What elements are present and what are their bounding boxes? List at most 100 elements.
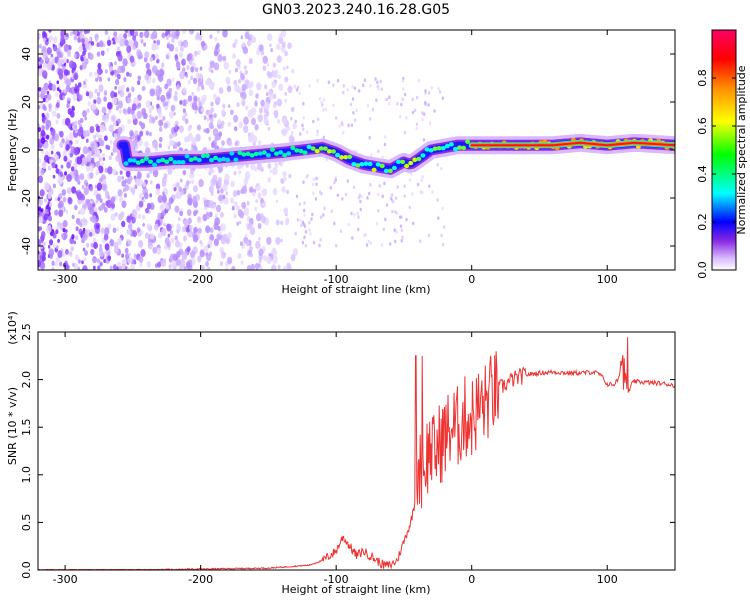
spectrogram-cell [208, 122, 214, 130]
colorbar-tick-label: 0.4 [696, 165, 709, 183]
spectrogram-cell [152, 246, 157, 254]
spectrogram-cell [218, 194, 223, 202]
spectrogram-cell [229, 197, 235, 204]
spectrogram-cell [269, 43, 272, 48]
spectrogram-cell [400, 228, 404, 233]
spectrogram-cell [57, 68, 63, 77]
ridge-spot [457, 145, 463, 150]
ridge-spot [379, 163, 385, 169]
spectrogram-cell [136, 171, 142, 180]
spectrogram-cell [436, 162, 439, 167]
spectrogram-cell [298, 132, 302, 136]
spectrogram-cell [134, 31, 139, 37]
spectrogram-cell [101, 161, 105, 166]
spectrogram-cell [232, 42, 237, 49]
spectrogram-cell [403, 92, 407, 97]
spectrogram-cell [223, 197, 229, 205]
spectrogram-cell [126, 267, 130, 270]
spectrogram-cell [194, 50, 198, 56]
spectrogram-cell [119, 196, 124, 203]
spectrogram-cell [272, 167, 278, 176]
spectrogram-cell [105, 144, 109, 150]
spectrogram-cell [113, 92, 118, 98]
spectrogram-cell [357, 227, 360, 232]
spectrogram-cell [256, 82, 262, 91]
spectrogram-cell [48, 103, 52, 109]
spectrogram-cell [44, 182, 50, 191]
spectrogram-cell [110, 152, 114, 156]
spectrogram-cell [40, 239, 44, 244]
spectrogram-cell [277, 119, 281, 124]
spectrogram-cell [203, 115, 207, 121]
spectrogram-cell [40, 208, 44, 213]
ridge-spot [135, 160, 141, 165]
spectrogram-cell [199, 239, 203, 244]
spectrogram-cell [357, 89, 361, 93]
spectrogram-cell [109, 239, 115, 247]
spectrogram-cell [374, 77, 377, 81]
spectrogram-cell [415, 122, 419, 127]
spectrogram-cell [182, 87, 187, 94]
spectrogram-cell [378, 184, 382, 188]
spectrogram-cell [225, 267, 229, 270]
spectrogram-cell [209, 166, 214, 172]
spectrogram-cell [179, 46, 184, 52]
spectrogram-cell [247, 222, 252, 229]
spectrogram-cell [220, 124, 224, 129]
spectrogram-cell [168, 264, 172, 270]
spectrogram-cell [411, 110, 415, 115]
spectrogram-cell [38, 238, 41, 247]
snr-x-tick-label: 0 [468, 573, 475, 586]
spectrogram-cell [104, 190, 109, 197]
spectrogram-cell [121, 253, 125, 258]
ridge-spot [213, 155, 219, 161]
spectrogram-cell [200, 107, 205, 113]
spectrogram-cell [98, 85, 104, 93]
spectrogram-y-tick-label: 20 [20, 95, 33, 109]
spectrogram-cell [201, 264, 205, 270]
spectrogram-cell [266, 255, 272, 265]
spectrogram-cell [192, 77, 198, 85]
ridge-spot [282, 152, 288, 158]
spectrogram-cell [409, 171, 413, 176]
spectrogram-cell [198, 178, 204, 188]
spectrogram-cell [81, 260, 84, 265]
spectrogram-cell [393, 228, 396, 232]
spectrogram-cell [286, 65, 289, 70]
spectrogram-cell [294, 231, 297, 236]
spectrogram-cell [342, 90, 345, 95]
spectrogram-cell [158, 143, 162, 149]
spectrogram-cell [57, 250, 63, 258]
spectrogram-cell [277, 264, 281, 270]
spectrogram-cell [391, 209, 394, 214]
spectrogram-cell [139, 262, 143, 268]
spectrogram-cell [137, 213, 142, 220]
spectrogram-cell [153, 223, 159, 231]
spectrogram-cell [79, 173, 85, 181]
spectrogram-cell [133, 253, 137, 258]
spectrogram-cell [254, 101, 258, 107]
spectrogram-cell [49, 35, 53, 41]
spectrogram-cell [419, 239, 422, 243]
spectrogram-cell [186, 65, 190, 71]
spectrogram-cell [65, 209, 69, 215]
ridge-spot [168, 156, 174, 162]
spectrogram-cell [38, 198, 44, 206]
spectrogram-cell [427, 103, 430, 107]
spectrogram-cell [170, 104, 176, 112]
spectrogram-x-ticks: -300 -200 -100 0 100 [53, 30, 618, 286]
spectrogram-cell [89, 231, 93, 237]
spectrogram-cell [280, 177, 284, 184]
spectrogram-cell [86, 154, 92, 163]
spectrogram-cell [103, 234, 109, 241]
spectrogram-cell [230, 180, 235, 188]
spectrogram-cell [205, 225, 211, 234]
spectrogram-cell [176, 228, 180, 234]
spectrogram-cell [174, 235, 178, 241]
ridge-spot [156, 158, 162, 164]
spectrogram-cell [94, 88, 98, 94]
spectrogram-cell [342, 84, 346, 88]
spectrogram-cell [272, 93, 277, 99]
spectrogram-cell [396, 101, 399, 106]
spectrogram-cell [149, 180, 153, 185]
